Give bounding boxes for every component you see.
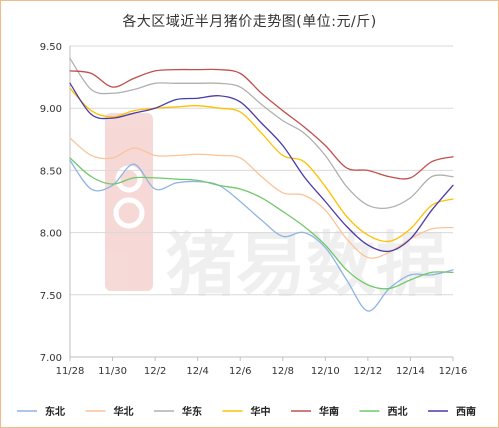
watermark-logo: 猪易数据 (105, 113, 446, 306)
series-line-6 (69, 82, 454, 253)
legend-label: 华南 (319, 405, 339, 418)
chart-title: 各大区域近半月猪价走势图(单位:元/斤) (122, 14, 377, 30)
legend-label: 西北 (388, 405, 408, 418)
grid (69, 45, 453, 358)
series-line-1 (69, 137, 454, 259)
x-tick-label: 12/12 (353, 366, 382, 377)
series-lines (69, 57, 454, 312)
x-tick-label: 12/2 (144, 366, 166, 377)
legend-label: 华中 (251, 405, 271, 418)
y-axis-ticks: 9.50 9.00 8.50 8.00 7.50 7.00 (40, 42, 62, 364)
x-tick-label: 12/8 (272, 366, 294, 377)
x-tick-label: 12/14 (396, 366, 425, 377)
series-line-2 (69, 57, 454, 210)
legend-label: 华东 (182, 405, 202, 418)
x-tick-label: 12/6 (229, 366, 251, 377)
y-tick-label: 7.50 (40, 291, 62, 302)
watermark-red-block (105, 113, 153, 291)
y-tick-label: 8.00 (40, 229, 62, 240)
x-tick-label: 11/28 (56, 366, 85, 377)
legend-label: 东北 (45, 405, 65, 418)
y-tick-label: 9.00 (40, 104, 62, 115)
y-tick-label: 7.00 (40, 353, 62, 364)
series-line-3 (69, 87, 454, 243)
legend-label: 华北 (114, 405, 134, 418)
x-tick-label: 12/4 (186, 366, 208, 377)
x-tick-label: 12/16 (439, 366, 468, 377)
legend-label: 西南 (456, 405, 476, 418)
legend: 东北 华北 华东 华中 华南 西北 西南 (17, 405, 476, 418)
watermark-ring-bottom (113, 197, 145, 229)
x-tick-label: 11/30 (98, 366, 127, 377)
y-tick-label: 8.50 (40, 166, 62, 177)
series-line-4 (69, 68, 454, 180)
y-tick-label: 9.50 (40, 42, 62, 53)
series-line-5 (69, 157, 454, 290)
x-tick-label: 12/10 (311, 366, 340, 377)
watermark-text: 猪易数据 (166, 224, 446, 306)
x-axis-ticks: 11/28 11/30 12/2 12/4 12/6 12/8 12/10 12/12 12/1… (56, 357, 468, 377)
